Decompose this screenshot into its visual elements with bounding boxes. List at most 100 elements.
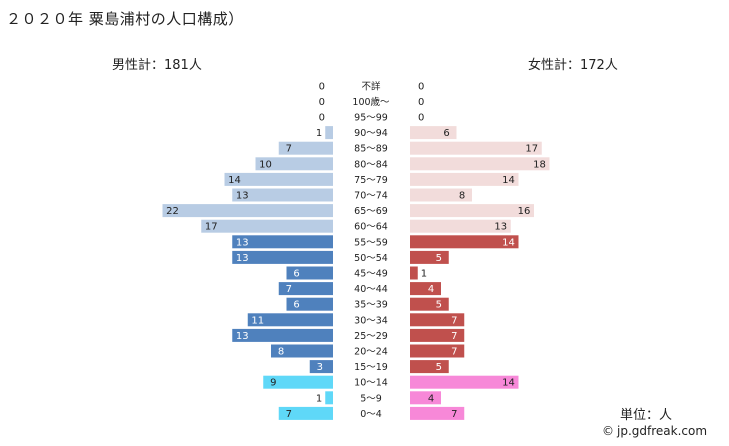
female-value-label: 14	[502, 378, 515, 389]
female-bar	[410, 344, 465, 358]
female-value-label: 5	[436, 362, 442, 373]
male-value-label: 10	[259, 159, 272, 170]
male-bar	[224, 172, 333, 186]
female-bar	[410, 172, 519, 186]
footer-text: jp.gdfreak.com	[617, 424, 708, 438]
male-bar	[247, 313, 333, 327]
age-label: 100歳～	[352, 96, 390, 108]
footer: © jp.gdfreak.com	[602, 424, 707, 438]
male-value-label: 9	[270, 378, 276, 389]
male-total-label: 男性計：181人	[112, 58, 202, 73]
age-label: 55～59	[354, 237, 388, 248]
female-bar	[410, 313, 465, 327]
male-bar	[278, 282, 333, 296]
age-label: 60～64	[354, 222, 388, 233]
male-value-label: 17	[205, 222, 218, 233]
female-bar	[410, 219, 511, 233]
male-bar	[232, 250, 333, 264]
female-value-label: 18	[533, 159, 546, 170]
female-total-label: 女性計：172人	[528, 58, 618, 73]
age-label: 70～74	[354, 191, 388, 202]
male-value-label: 13	[236, 253, 249, 264]
age-label: 75～79	[354, 175, 388, 186]
female-bar	[410, 157, 550, 171]
male-value-label: 0	[319, 113, 325, 124]
female-value-label: 1	[421, 269, 427, 280]
male-value-label: 22	[166, 206, 179, 217]
age-label: 5～9	[360, 393, 382, 404]
male-bar	[286, 266, 333, 280]
female-value-label: 13	[494, 222, 507, 233]
female-value-label: 5	[436, 300, 442, 311]
age-label: 15～19	[354, 362, 388, 373]
age-label: 50～54	[354, 253, 388, 264]
age-label: 10～14	[354, 378, 388, 389]
male-value-label: 0	[319, 81, 325, 92]
female-bar	[410, 282, 441, 296]
female-bar	[410, 204, 534, 218]
page-title: ２０２０年 粟島浦村の人口構成）	[6, 10, 244, 28]
age-label: 90～94	[354, 128, 388, 139]
male-bar	[325, 391, 333, 405]
copyright-icon: ©	[602, 424, 614, 438]
female-value-label: 14	[502, 175, 515, 186]
male-value-label: 13	[236, 237, 249, 248]
male-bar	[255, 157, 333, 171]
female-value-label: 5	[436, 253, 442, 264]
female-value-label: 8	[459, 191, 465, 202]
male-value-label: 13	[236, 191, 249, 202]
male-value-label: 1	[316, 393, 322, 404]
age-label: 25～29	[354, 331, 388, 342]
female-value-label: 7	[451, 331, 457, 342]
age-label: 30～34	[354, 315, 388, 326]
male-value-label: 8	[278, 347, 284, 358]
male-bar	[309, 360, 333, 374]
female-value-label: 7	[451, 315, 457, 326]
female-bar	[410, 141, 542, 155]
female-value-label: 6	[443, 128, 449, 139]
male-value-label: 6	[293, 269, 299, 280]
male-value-label: 0	[319, 97, 325, 108]
female-bar	[410, 266, 418, 280]
female-value-label: 14	[502, 237, 515, 248]
age-label: 45～49	[354, 269, 388, 280]
male-bar	[325, 126, 333, 140]
male-value-label: 1	[316, 128, 322, 139]
female-bar	[410, 391, 441, 405]
age-label: 20～24	[354, 347, 388, 358]
male-bar	[286, 297, 333, 311]
male-value-label: 7	[286, 284, 292, 295]
age-label: 65～69	[354, 206, 388, 217]
female-value-label: 0	[418, 81, 424, 92]
male-value-label: 3	[317, 362, 323, 373]
age-label: 不詳	[361, 80, 381, 92]
female-value-label: 4	[428, 393, 434, 404]
female-value-label: 7	[451, 347, 457, 358]
male-bar	[263, 375, 333, 389]
male-value-label: 13	[236, 331, 249, 342]
male-value-label: 7	[286, 144, 292, 155]
male-value-label: 6	[293, 300, 299, 311]
female-value-label: 0	[418, 97, 424, 108]
male-bar	[271, 344, 333, 358]
male-value-label: 14	[228, 175, 241, 186]
male-bar	[278, 141, 333, 155]
age-label: 85～89	[354, 144, 388, 155]
female-value-label: 7	[451, 409, 457, 420]
male-bar	[232, 188, 333, 202]
female-bar	[410, 328, 465, 342]
female-bar	[410, 188, 472, 202]
age-label: 0～4	[360, 409, 382, 420]
male-value-label: 7	[286, 409, 292, 420]
female-value-label: 4	[428, 284, 434, 295]
female-value-label: 0	[418, 113, 424, 124]
age-label: 40～44	[354, 284, 388, 295]
male-bar	[201, 219, 333, 233]
age-label: 80～84	[354, 159, 388, 170]
age-label: 95～99	[354, 113, 388, 124]
female-value-label: 16	[518, 206, 531, 217]
male-value-label: 11	[251, 315, 264, 326]
female-bar	[410, 126, 457, 140]
male-bar	[232, 328, 333, 342]
